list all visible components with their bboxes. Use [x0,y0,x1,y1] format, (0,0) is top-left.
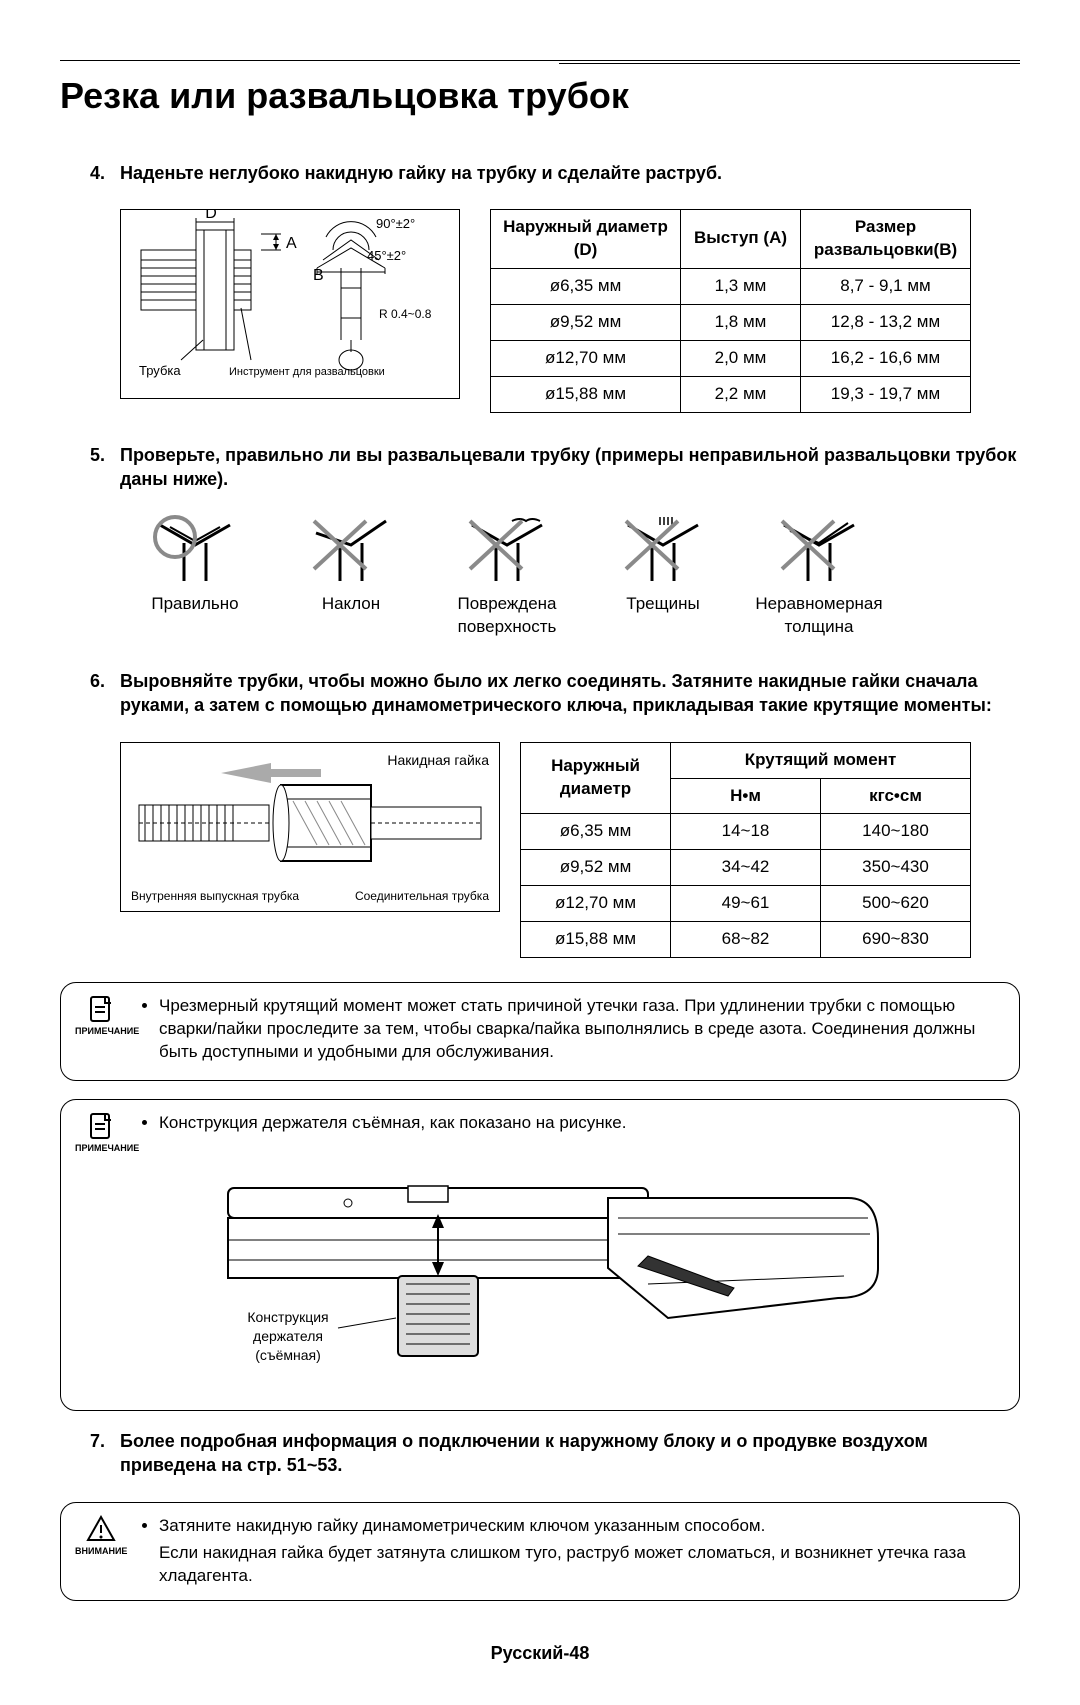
table-row: ø12,70 мм49~61500~620 [521,886,971,922]
angle-90: 90°±2° [376,216,415,231]
pipe-label: Трубка [139,363,181,378]
flare-examples: Правильно Наклон Повреждена поверхность Тре… [130,515,1020,639]
th-flaresize: Размер развальцовки(B) [801,209,971,268]
table-cell: ø15,88 мм [521,922,671,958]
step-4: 4. Наденьте неглубоко накидную гайку на … [90,161,1020,185]
table-row: ø15,88 мм2,2 мм19,3 - 19,7 мм [491,376,971,412]
th-diameter: Наружный диаметр (D) [491,209,681,268]
table-row: ø9,52 мм1,8 мм12,8 - 13,2 мм [491,304,971,340]
label-a: A [286,235,297,252]
step-text: Более подробная информация о подключении… [120,1429,1020,1478]
note-label-text: ПРИМЕЧАНИЕ [75,1026,139,1036]
label-d: D [205,210,217,222]
label-b: B [313,267,324,284]
note-torque: ПРИМЕЧАНИЕ Чрезмерный крутящий момент мо… [60,982,1020,1081]
flare-item: Неравномерная толщина [754,515,884,639]
holder-diagram: Конструкция держателя (съёмная) [178,1168,898,1388]
conn-pipe-label: Соединительная трубка [355,888,489,904]
note-icon: ПРИМЕЧАНИЕ [75,995,127,1068]
table-cell: ø6,35 мм [521,814,671,850]
table-row: ø6,35 мм1,3 мм8,7 - 9,1 мм [491,268,971,304]
table-cell: 49~61 [671,886,821,922]
table-row: ø15,88 мм68~82690~830 [521,922,971,958]
table-cell: 1,8 мм [681,304,801,340]
tool-label: Инструмент для развальцовки [229,366,385,378]
table-cell: ø15,88 мм [491,376,681,412]
th-kgfcm: кгс•см [821,778,971,814]
table-cell: 1,3 мм [681,268,801,304]
step-text: Наденьте неглубоко накидную гайку на тру… [120,161,1020,185]
note-text: Конструкция держателя съёмная, как показ… [159,1112,1001,1135]
caution-icon: ВНИМАНИЕ [75,1515,127,1588]
step-num: 4. [90,161,120,185]
table-cell: 350~430 [821,850,971,886]
flare-label: Наклон [286,593,416,616]
angle-45: 45°±2° [367,248,406,263]
page-title: Резка или развальцовка трубок [60,72,1020,121]
flare-label: Правильно [130,593,260,616]
flare-item: Трещины [598,515,728,639]
table-cell: ø12,70 мм [521,886,671,922]
table-cell: 12,8 - 13,2 мм [801,304,971,340]
holder-label: Конструкция держателя (съёмная) [238,1308,338,1365]
table-cell: ø6,35 мм [491,268,681,304]
step-5: 5. Проверьте, правильно ли вы развальцев… [90,443,1020,492]
table-cell: 34~42 [671,850,821,886]
th-protrusion: Выступ (A) [681,209,801,268]
step-text: Проверьте, правильно ли вы развальцевали… [120,443,1020,492]
table-cell: ø12,70 мм [491,340,681,376]
step-7: 7. Более подробная информация о подключе… [90,1429,1020,1478]
table-cell: ø9,52 мм [491,304,681,340]
page-footer: Русский-48 [60,1641,1020,1665]
table-row: ø9,52 мм34~42350~430 [521,850,971,886]
table-cell: 19,3 - 19,7 мм [801,376,971,412]
table-cell: 68~82 [671,922,821,958]
step-num: 6. [90,669,120,718]
step-6: 6. Выровняйте трубки, чтобы можно было и… [90,669,1020,718]
flare-size-table: Наружный диаметр (D) Выступ (A) Размер р… [490,209,971,413]
torque-diagram: Накидная гайка Внутренняя выпускная труб… [120,742,500,912]
table-row: ø6,35 мм14~18140~180 [521,814,971,850]
table-cell: 16,2 - 16,6 мм [801,340,971,376]
table-cell: 500~620 [821,886,971,922]
flare-item: Наклон [286,515,416,639]
nut-label: Накидная гайка [387,751,489,770]
step-num: 7. [90,1429,120,1478]
flare-diagram: D A Трубка Инструмент для развальцовки [120,209,460,399]
flare-item: Повреждена поверхность [442,515,572,639]
torque-table: Наружный диаметр Крутящий момент Н•м кгс… [520,742,971,959]
caution-line1: Затяните накидную гайку динамометрически… [159,1515,1001,1538]
note-label-text: ПРИМЕЧАНИЕ [75,1143,139,1153]
table-cell: 14~18 [671,814,821,850]
flare-label: Неравномерная толщина [754,593,884,639]
table-cell: 2,2 мм [681,376,801,412]
table-row: ø12,70 мм2,0 мм16,2 - 16,6 мм [491,340,971,376]
flare-label: Трещины [598,593,728,616]
inner-pipe-label: Внутренняя выпускная трубка [131,888,299,904]
table-cell: 2,0 мм [681,340,801,376]
caution-line2: Если накидная гайка будет затянута слишк… [141,1542,1001,1588]
step-text: Выровняйте трубки, чтобы можно было их л… [120,669,1020,718]
th-nm: Н•м [671,778,821,814]
radius-label: R 0.4~0.8 [379,307,432,321]
table-cell: 140~180 [821,814,971,850]
note-holder: ПРИМЕЧАНИЕ Конструкция держателя съёмная… [60,1099,1020,1411]
caution-label-text: ВНИМАНИЕ [75,1546,127,1556]
note-icon: ПРИМЕЧАНИЕ [75,1112,127,1154]
flare-label: Повреждена поверхность [442,593,572,639]
th-torque: Крутящий момент [671,742,971,778]
flare-item: Правильно [130,515,260,639]
table-cell: ø9,52 мм [521,850,671,886]
table-cell: 690~830 [821,922,971,958]
note-text: Чрезмерный крутящий момент может стать п… [159,995,1001,1064]
caution-box: ВНИМАНИЕ Затяните накидную гайку динамом… [60,1502,1020,1601]
table-cell: 8,7 - 9,1 мм [801,268,971,304]
th-diameter: Наружный диаметр [521,742,671,814]
step-num: 5. [90,443,120,492]
